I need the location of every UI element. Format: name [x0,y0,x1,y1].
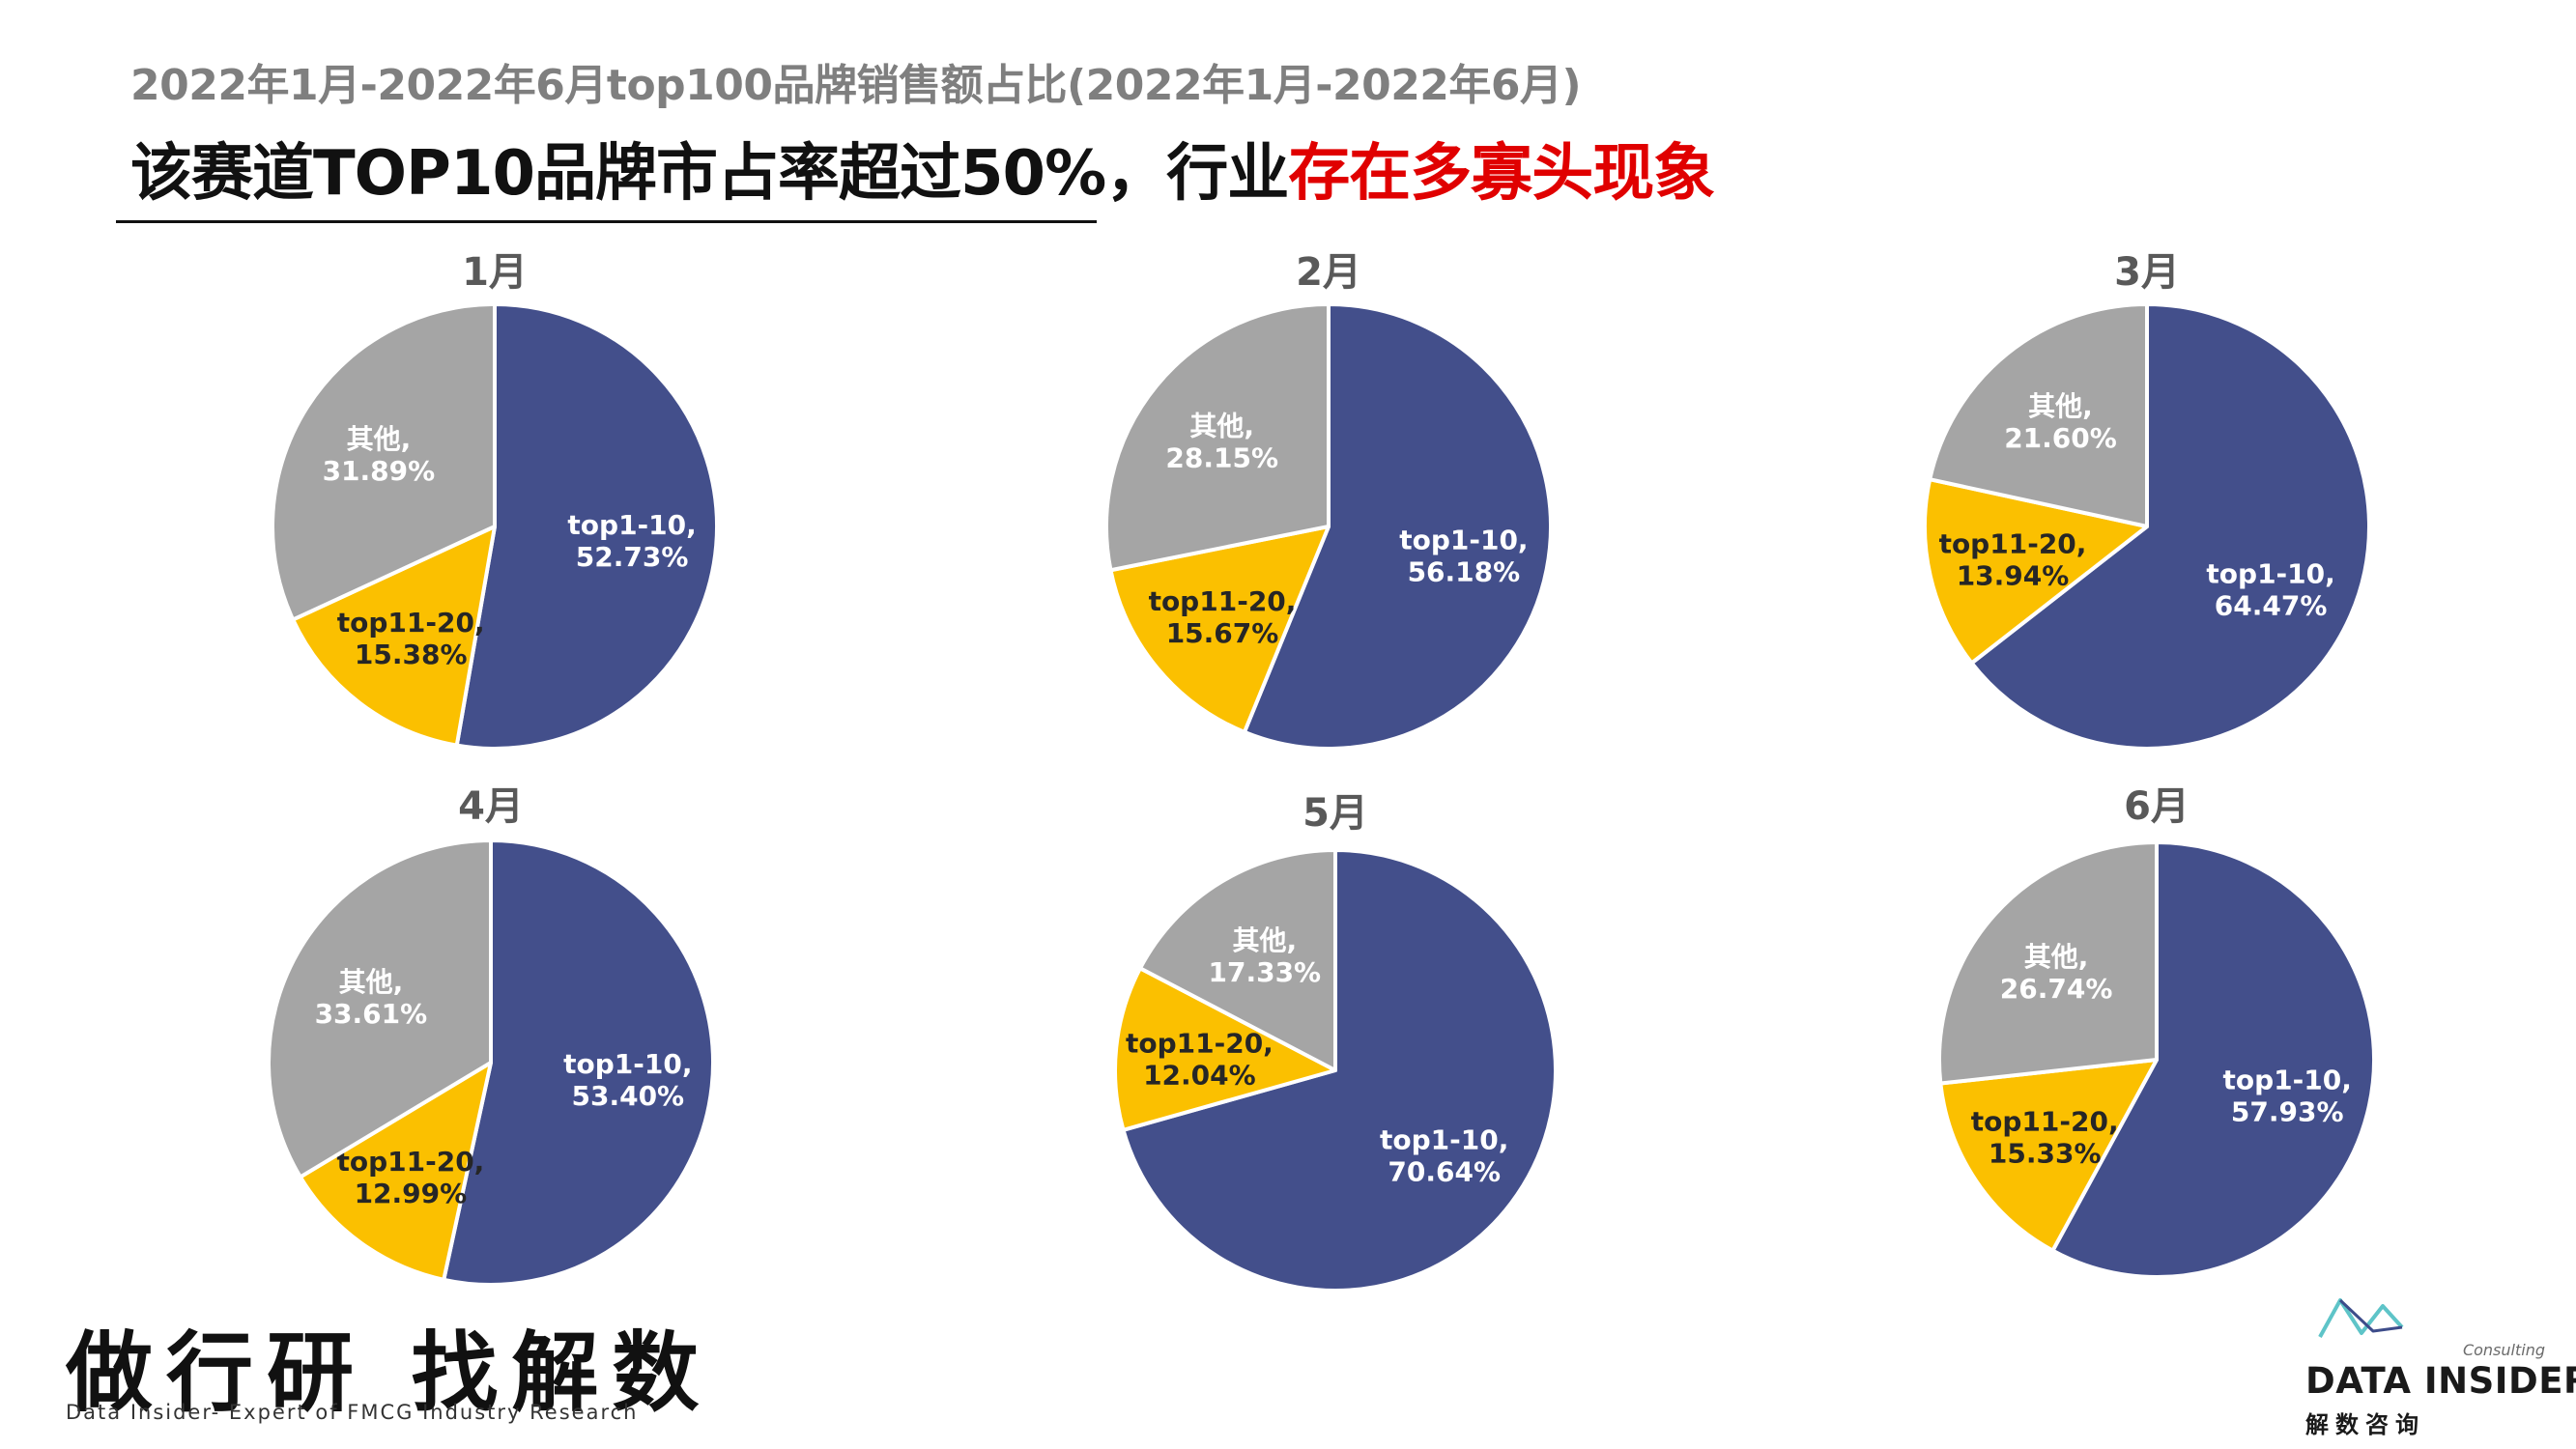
pie-slice-top1-10 [442,838,716,1287]
pie-slice-top11-20 [1938,1058,2159,1253]
pie-slice-top11-20 [1108,525,1331,734]
page-subtitle: 2022年1月-2022年6月top100品牌销售额占比(2022年1月-202… [130,61,1582,110]
pie-data-label: top1-10, 53.40% [563,1048,692,1112]
pie-slice-top1-10 [2050,840,2376,1279]
logo-name: DATA INSIDER [2305,1360,2576,1402]
pie-slice-top11-20 [1923,477,2149,666]
data-insider-logo: Consulting DATA INSIDER 解数咨询 [2305,1293,2576,1438]
pie-data-label: 其他, 28.15% [1165,411,1278,474]
logo-mark-icon [2318,1298,2404,1338]
pie-data-label: top11-20, 12.04% [1126,1027,1274,1091]
pie-title: 1月 [462,250,528,295]
pie-data-label: top11-20, 12.99% [336,1146,484,1209]
headline-highlight: 存在多寡头现象 [1288,138,1715,210]
pie-data-label: top1-10, 52.73% [567,509,696,573]
slogan-subtitle: Data Insider- Expert of FMCG Industry Re… [66,1401,639,1424]
pie-chart: 6月 top1-10, 57.93% top11-20, 15.33% 其他, 26.74% [1936,784,2376,1279]
pie-slice-top1-10 [454,302,720,751]
pie-data-label: 其他, 21.60% [2004,390,2117,454]
pie-slice-top1-10 [1121,848,1558,1293]
pie-slice-top11-20 [298,1061,493,1282]
headline-main: 该赛道TOP10品牌市占率超过50%，行业 [130,138,1289,210]
pie-title: 4月 [458,784,524,829]
pie-charts-grid: 1月 top1-10, 52.73% top11-20, 15.38% 其他, 31.89%… [267,250,2376,1293]
pie-chart: 4月 top1-10, 53.40% top11-20, 12.99% 其他, 33.61% [267,784,716,1287]
pie-chart: 5月 top1-10, 70.64% top11-20, 12.04% 其他, 17.33% [1113,791,1558,1293]
pie-slice-top1-10 [1242,302,1553,751]
pie-slice-top11-20 [291,525,497,748]
pie-chart: 2月 top1-10, 56.18% top11-20, 15.67% 其他, 28.15% [1104,250,1553,751]
pie-title: 6月 [2124,784,2190,829]
pie-data-label: top1-10, 64.47% [2206,558,2334,622]
pie-data-label: top1-10, 56.18% [1399,525,1528,588]
pie-slice-top11-20 [1113,966,1337,1132]
pie-data-label: top1-10, 70.64% [1380,1123,1508,1187]
pie-slice-others [1936,840,2159,1086]
logo-cn: 解数咨询 [2305,1411,2425,1438]
pie-data-label: top11-20, 15.33% [1971,1106,2119,1170]
pie-title: 5月 [1302,791,1368,836]
pie-slice-others [1104,302,1331,573]
pie-data-label: 其他, 33.61% [315,966,428,1030]
pie-slice-others [271,302,497,622]
pie-data-label: top11-20, 15.38% [337,607,485,670]
page-headline: 该赛道TOP10品牌市占率超过50%，行业存在多寡头现象 [130,124,1715,213]
pie-title: 3月 [2114,250,2180,295]
pie-data-label: top11-20, 15.67% [1149,585,1297,649]
pie-slice-others [1928,302,2149,528]
pie-slice-top1-10 [1969,302,2371,751]
pie-data-label: 其他, 31.89% [323,423,436,487]
pie-chart: 3月 top1-10, 64.47% top11-20, 13.94% 其他, 21.60% [1923,250,2371,751]
pie-data-label: 其他, 26.74% [2000,941,2113,1005]
slogan: 做行研 找解数 [66,1321,713,1424]
pie-data-label: top11-20, 13.94% [1939,528,2087,592]
pie-data-label: 其他, 17.33% [1208,924,1321,988]
pie-data-label: top1-10, 57.93% [2223,1064,2352,1127]
title-divider [116,220,1097,223]
pie-slice-others [1137,848,1337,1072]
pie-slice-others [267,838,493,1179]
logo-consulting: Consulting [2462,1341,2545,1359]
pie-chart: 1月 top1-10, 52.73% top11-20, 15.38% 其他, 31.89% [271,250,720,751]
pie-title: 2月 [1296,250,1361,295]
